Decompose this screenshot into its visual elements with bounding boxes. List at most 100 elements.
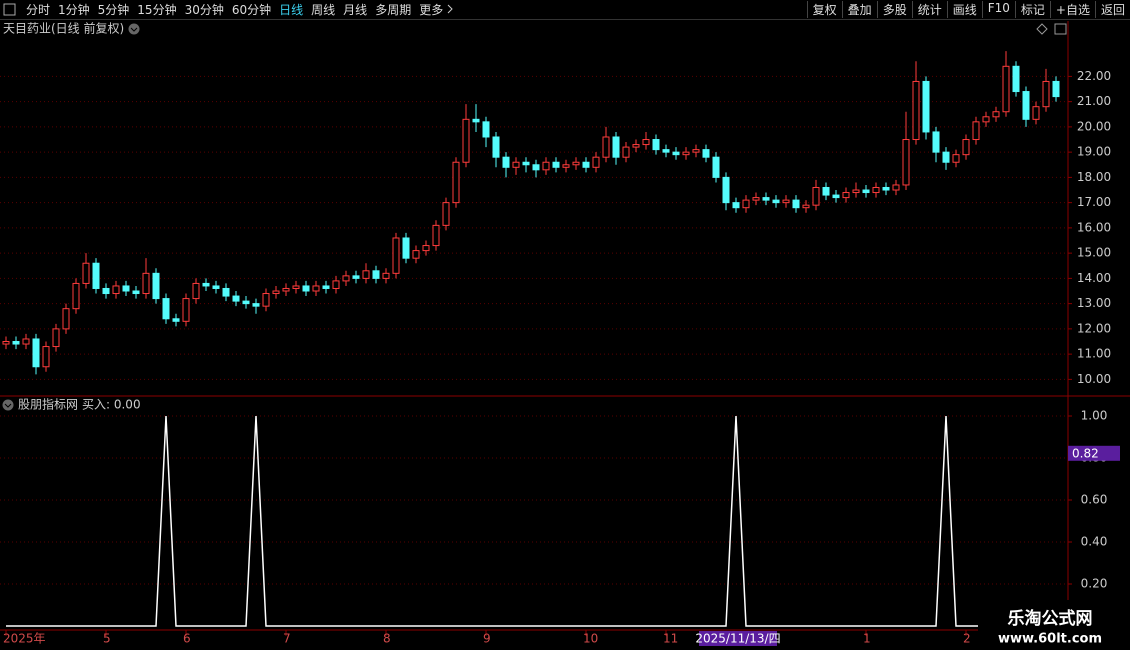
x-tick-label: 8 [383,632,391,646]
candle-body [142,272,150,295]
period-tab[interactable]: 5分钟 [97,3,130,17]
candle-body [82,262,90,284]
tool-button[interactable]: 返回 [1094,1,1130,18]
candle-body [452,161,460,204]
more-arrow [447,4,453,14]
y-tick-label: 0.40 [1081,535,1108,549]
period-tab[interactable]: 日线 [279,3,304,17]
diamond-icon[interactable] [1036,23,1048,35]
y-tick-label: 0.20 [1081,577,1108,591]
candle-body [172,318,180,322]
candle-body [202,282,210,287]
candle-body [672,151,680,156]
y-tick-label: 12.00 [1077,321,1111,335]
candle-body [742,199,750,209]
candle-body [282,287,290,292]
x-tick-label: 6 [183,632,191,646]
candle-body [362,270,370,279]
candle-body [1012,65,1020,93]
toolbar: 分时 1分钟 5分钟 15分钟 30分钟 60分钟 日线 周线 月线 多周期 更多 复权 叠加 多股 统计… [0,0,1130,20]
candle-body [852,189,860,194]
candle-body [772,199,780,204]
candle-body [302,285,310,292]
chart-title: 天目药业(日线 前复权) [3,21,124,36]
candle-body [562,164,570,168]
candle-body [72,282,80,310]
period-tab[interactable]: 月线 [343,3,368,17]
candle-body [942,151,950,163]
period-tab[interactable]: 15分钟 [137,3,177,17]
candle-body [342,275,350,282]
candle-body [912,80,920,141]
period-tab[interactable]: 更多 [415,1,458,18]
y-tick-label: 22.00 [1077,69,1111,83]
tool-button[interactable]: 标记 [1014,1,1050,18]
candle-body [1042,80,1050,108]
period-tab[interactable]: 多周期 [375,3,412,17]
candle-body [632,144,640,148]
candle-body [522,161,530,166]
candle-body [442,202,450,226]
candle-body [212,285,220,289]
y-tick-label: 19.00 [1077,145,1111,159]
y-tick-label: 17.00 [1077,195,1111,209]
candle-body [222,287,230,297]
y-tick-label: 14.00 [1077,271,1111,285]
indicator-title: 股朋指标网 [18,397,78,412]
period-tab[interactable]: 1分钟 [58,3,90,17]
tool-button[interactable]: 叠加 [841,1,877,18]
menu-icon[interactable] [3,3,16,16]
candle-body [32,338,40,368]
candle-body [822,186,830,196]
candle-body [152,272,160,300]
candle-body [422,245,430,252]
tool-button[interactable]: F10 [981,1,1015,18]
tool-button[interactable]: 复权 [806,1,842,18]
x-tick-label: 9 [483,632,491,646]
period-tab[interactable]: 60分钟 [231,3,272,17]
candle-body [592,156,600,168]
tool-button[interactable]: 多股 [876,1,912,18]
watermark-box [978,600,1130,650]
watermark-url: www.60lt.com [998,632,1102,647]
candle-body [622,146,630,158]
candle-body [832,194,840,199]
cursor-date: 2025/11/13/四 [695,632,780,646]
candle-body [732,202,740,209]
tool-button[interactable]: +自选 [1049,1,1095,18]
y-tick-label: 20.00 [1077,119,1111,133]
candle-body [132,290,140,295]
window-icon[interactable] [1054,23,1067,35]
period-tab[interactable]: 30分钟 [184,3,224,17]
period-tab[interactable]: 分时 [26,3,51,17]
candle-body [972,121,980,141]
y-tick-label: 0.60 [1081,493,1108,507]
candle-body [552,161,560,168]
candle-body [12,341,20,345]
chevron [4,403,12,408]
candle-body [22,338,30,345]
candle-body [862,189,870,194]
x-tick-label: 7 [283,632,291,646]
x-tick-label: 2025年 [3,632,46,646]
candle-body [892,184,900,191]
title-menu-icon[interactable] [128,23,140,35]
indicator-menu-icon[interactable] [2,399,14,411]
candle-body [662,149,670,153]
candle-body [882,186,890,191]
candle-body [692,149,700,153]
candle-body [472,118,480,123]
candle-body [312,285,320,292]
candle-body [92,262,100,289]
candle-body [812,186,820,206]
candle-body [652,139,660,151]
candle-body [102,287,110,295]
tool-button[interactable]: 画线 [946,1,982,18]
candle-body [382,272,390,279]
candle-body [512,161,520,168]
tool-button[interactable]: 统计 [911,1,947,18]
candle-body [262,293,270,307]
period-tab[interactable]: 周线 [311,3,336,17]
cursor-value-box [1068,445,1120,461]
